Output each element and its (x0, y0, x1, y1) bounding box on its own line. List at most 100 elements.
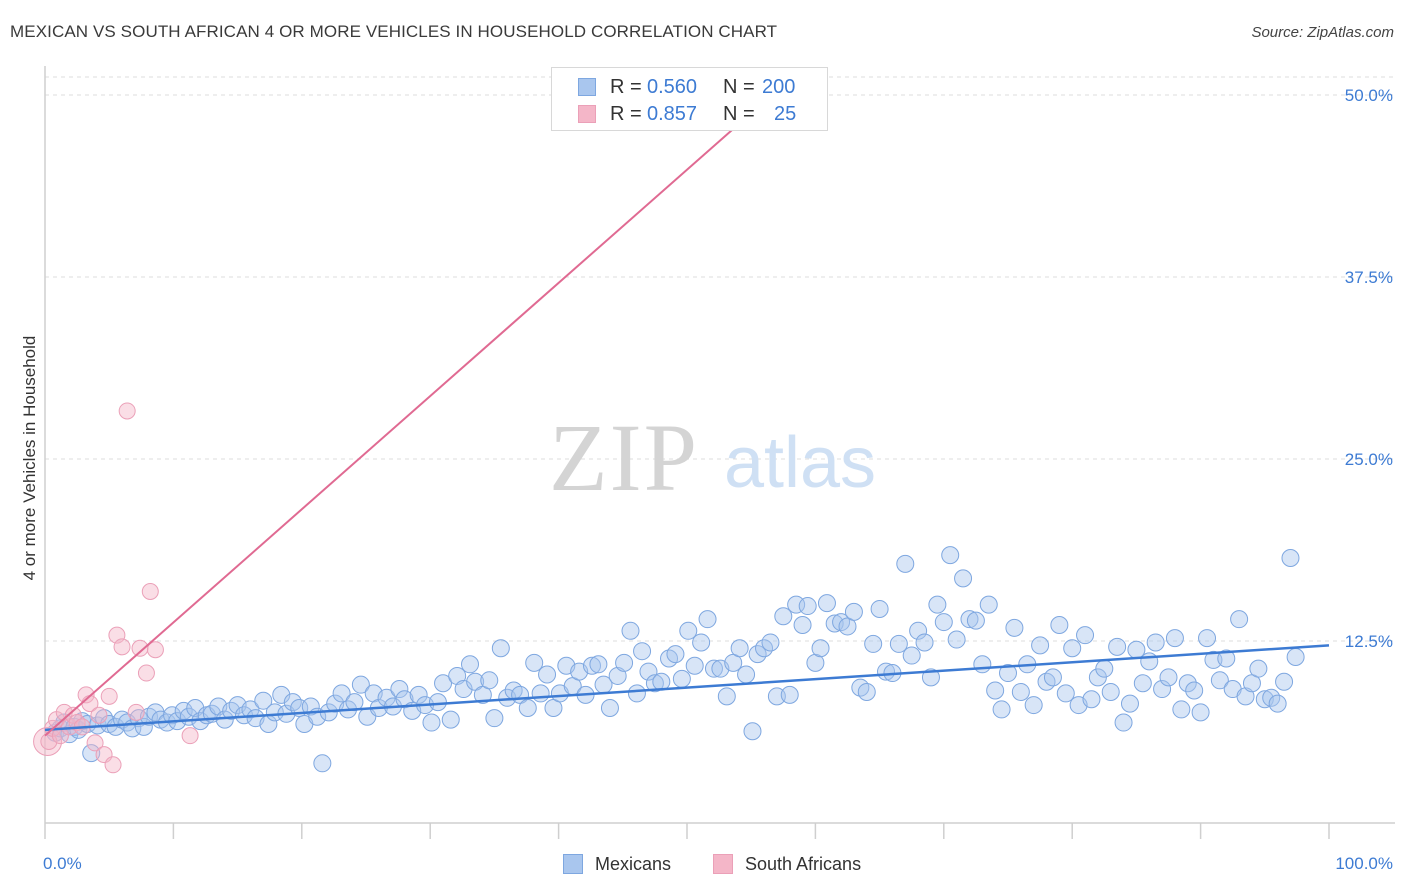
data-point-mexicans (1082, 690, 1101, 709)
data-point-south-africans (181, 727, 199, 745)
bottom-legend-swatch-south-africans (713, 854, 733, 874)
data-point-mexicans (698, 610, 717, 629)
data-point-mexicans (717, 687, 736, 706)
trend-line-mexicans (44, 644, 1330, 732)
data-point-mexicans (857, 682, 876, 701)
data-point-mexicans (743, 722, 762, 741)
data-point-mexicans (82, 744, 101, 763)
data-point-mexicans (999, 664, 1017, 683)
data-point-mexicans (1159, 668, 1178, 687)
data-point-mexicans (1275, 672, 1294, 691)
correlation-legend: R = 0.560 N = 200 R = 0.857 N = 25 (551, 67, 828, 131)
data-point-mexicans (1236, 687, 1255, 706)
data-point-mexicans (979, 595, 998, 614)
data-point-mexicans (1120, 694, 1139, 713)
data-point-mexicans (174, 701, 193, 720)
data-point-south-africans (104, 756, 122, 774)
axes (44, 66, 1395, 839)
data-point-mexicans (241, 700, 260, 719)
legend-r-label: R = (610, 103, 642, 125)
data-point-south-africans (77, 686, 95, 704)
data-point-mexicans (1076, 626, 1095, 645)
data-point-south-africans (146, 641, 164, 659)
data-point-mexicans (582, 656, 601, 675)
data-point-mexicans (1230, 610, 1249, 629)
data-point-mexicans (351, 675, 370, 694)
data-point-mexicans (1133, 674, 1152, 693)
data-point-mexicans (692, 633, 711, 652)
data-point-mexicans (491, 639, 510, 658)
data-point-mexicans (1191, 703, 1210, 722)
legend-n-label: N = (723, 76, 755, 98)
data-point-south-africans (100, 687, 118, 705)
data-point-mexicans (817, 594, 836, 613)
data-point-mexicans (787, 595, 806, 614)
y-tick-label: 12.5% (1345, 632, 1393, 651)
series-south-africans (33, 402, 199, 774)
chart-title: MEXICAN VS SOUTH AFRICAN 4 OR MORE VEHIC… (10, 22, 778, 41)
data-point-mexicans (870, 599, 889, 618)
data-point-mexicans (639, 662, 658, 681)
data-point-mexicans (806, 653, 825, 672)
data-point-mexicans (672, 669, 691, 688)
data-point-mexicans (737, 665, 756, 684)
data-point-mexicans (1153, 680, 1172, 699)
data-point-mexicans (767, 687, 786, 706)
data-point-mexicans (1024, 696, 1043, 715)
data-point-south-africans (33, 726, 63, 756)
data-point-mexicans (525, 653, 544, 672)
data-point-mexicans (1140, 652, 1159, 671)
data-point-mexicans (1108, 637, 1127, 656)
data-point-mexicans (1210, 671, 1229, 690)
data-point-mexicans (1217, 649, 1236, 668)
data-point-south-africans (131, 639, 149, 657)
data-point-mexicans (811, 639, 830, 658)
data-point-mexicans (1005, 618, 1024, 637)
data-point-mexicans (390, 680, 409, 699)
data-point-mexicans (902, 646, 921, 665)
data-point-mexicans (265, 703, 284, 722)
bottom-legend-label-south-africans: South Africans (745, 854, 862, 874)
data-point-mexicans (485, 709, 504, 728)
data-point-mexicans (896, 554, 915, 573)
data-point-mexicans (774, 607, 793, 626)
data-point-mexicans (992, 700, 1011, 719)
data-point-mexicans (934, 613, 953, 632)
bottom-legend-mexicans: Mexicans (563, 852, 703, 876)
data-point-mexicans (448, 666, 467, 685)
data-point-mexicans (480, 671, 499, 690)
data-point-mexicans (441, 710, 460, 729)
data-point-mexicans (1286, 648, 1305, 667)
y-axis-label: 4 or more Vehicles in Household (20, 335, 39, 581)
data-point-mexicans (428, 693, 447, 712)
data-point-mexicans (1056, 684, 1075, 703)
data-point-mexicans (1268, 694, 1287, 713)
legend-r-value: 0.560 (647, 76, 698, 98)
data-point-mexicans (531, 684, 550, 703)
data-point-mexicans (730, 639, 749, 658)
data-point-south-africans (90, 706, 108, 724)
legend-n-value: 200 (762, 76, 796, 98)
data-point-mexicans (1031, 636, 1050, 655)
data-point-mexicans (941, 546, 960, 565)
data-point-mexicans (780, 685, 799, 704)
data-point-mexicans (1178, 674, 1197, 693)
data-point-mexicans (921, 668, 940, 687)
series-mexicans (46, 546, 1305, 773)
data-point-mexicans (454, 680, 473, 699)
data-point-mexicans (973, 655, 992, 674)
y-tick-label: 25.0% (1345, 450, 1393, 469)
data-point-mexicans (1050, 615, 1069, 634)
data-point-mexicans (615, 653, 634, 672)
data-point-mexicans (254, 691, 273, 710)
data-point-mexicans (928, 595, 947, 614)
data-point-mexicans (947, 630, 966, 649)
data-point-mexicans (627, 684, 646, 703)
data-point-mexicans (798, 597, 817, 616)
bottom-legend-label-mexicans: Mexicans (595, 854, 672, 874)
data-point-mexicans (1114, 713, 1133, 732)
watermark-zip: ZIP (549, 404, 699, 511)
data-point-mexicans (589, 655, 608, 674)
data-point-mexicans (915, 633, 934, 652)
